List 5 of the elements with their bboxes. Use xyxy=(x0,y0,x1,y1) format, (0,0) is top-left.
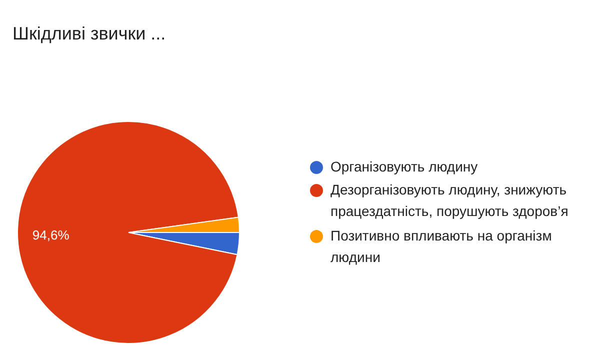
legend-label: Дезорганізовують людину, знижують працездатність, порушують здоров’я xyxy=(330,182,568,220)
data-label: 94,6% xyxy=(32,227,70,242)
legend-label: Позитивно впливають на організм людини xyxy=(330,228,552,266)
chart-title: Шкідливі звички ... xyxy=(12,24,166,44)
legend-label: Організовують людину xyxy=(330,158,478,174)
